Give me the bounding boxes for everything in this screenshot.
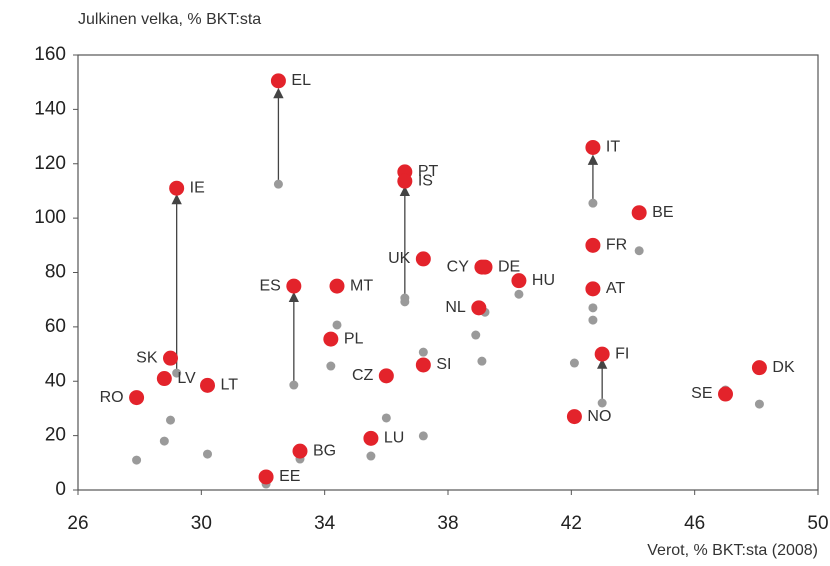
gray-point <box>569 358 579 368</box>
red-point <box>631 205 647 221</box>
x-tick-label: 38 <box>437 513 458 534</box>
red-point <box>200 377 215 393</box>
red-point <box>415 357 431 373</box>
y-tick-label: 20 <box>45 425 66 446</box>
red-point <box>292 443 308 459</box>
point-label: EL <box>291 72 311 89</box>
red-point <box>585 139 601 155</box>
y-tick-label: 160 <box>34 44 66 65</box>
x-tick-label: 30 <box>191 513 212 534</box>
red-point <box>363 430 379 446</box>
gray-point <box>381 413 391 423</box>
gray-point <box>588 315 598 325</box>
red-point <box>329 278 345 294</box>
point-label: UK <box>388 250 411 267</box>
red-point <box>397 173 413 189</box>
point-label: RO <box>100 389 124 406</box>
point-label: FR <box>606 237 627 254</box>
gray-point <box>332 320 342 330</box>
gray-point <box>477 356 487 366</box>
point-label: MT <box>350 277 373 294</box>
red-point <box>286 278 302 294</box>
red-point <box>169 180 185 196</box>
red-point <box>415 251 431 267</box>
red-point <box>323 331 339 347</box>
red-point <box>594 346 610 362</box>
point-label: LT <box>221 377 239 394</box>
point-label: HU <box>532 272 555 289</box>
gray-point <box>471 330 481 340</box>
point-label: CY <box>447 258 470 275</box>
x-tick-label: 42 <box>561 513 582 534</box>
point-label: FI <box>615 345 629 362</box>
point-label: SI <box>436 356 451 373</box>
gray-point <box>514 289 524 299</box>
gray-point <box>418 347 428 357</box>
gray-point <box>273 179 283 189</box>
y-axis-title: Julkinen velka, % BKT:sta <box>78 11 261 28</box>
gray-point <box>203 449 212 459</box>
point-label: DK <box>772 359 795 376</box>
red-point <box>585 237 601 253</box>
gray-point <box>597 398 607 408</box>
point-label: ES <box>259 277 280 294</box>
gray-point <box>159 436 169 446</box>
x-tick-label: 46 <box>684 513 705 534</box>
gray-point <box>400 297 410 307</box>
x-tick-label: 34 <box>314 513 336 534</box>
point-label: PT <box>418 163 439 180</box>
gray-point <box>634 246 644 256</box>
gray-point <box>132 455 142 465</box>
y-tick-label: 0 <box>55 479 66 500</box>
red-point <box>129 390 145 406</box>
point-label: IT <box>606 139 620 156</box>
red-point <box>471 300 487 316</box>
red-point <box>718 386 733 402</box>
gray-point <box>754 399 764 409</box>
red-point <box>566 409 582 425</box>
red-point <box>378 368 394 384</box>
y-tick-label: 80 <box>45 262 66 283</box>
y-tick-label: 60 <box>45 316 66 337</box>
point-label: AT <box>606 280 625 297</box>
red-point <box>258 469 274 485</box>
point-label: NL <box>445 299 466 316</box>
y-tick-label: 100 <box>34 207 66 228</box>
point-label: LU <box>384 430 404 447</box>
red-point <box>585 281 601 297</box>
gray-point <box>588 303 598 313</box>
x-tick-label: 50 <box>807 513 828 534</box>
point-label: IE <box>190 179 205 196</box>
red-point <box>270 73 286 89</box>
red-point <box>751 360 767 376</box>
point-label: NO <box>587 408 611 425</box>
point-label: PL <box>344 330 364 347</box>
y-tick-label: 40 <box>45 370 66 391</box>
point-label: DE <box>498 258 520 275</box>
red-point <box>163 350 178 366</box>
point-label: SE <box>691 385 712 402</box>
red-point <box>156 371 172 387</box>
point-label: LV <box>177 370 196 387</box>
y-tick-label: 140 <box>34 98 66 119</box>
point-label: BE <box>652 204 673 221</box>
point-label: IS <box>418 172 433 189</box>
gray-point <box>326 361 336 371</box>
point-label: CZ <box>352 367 374 384</box>
red-point <box>477 259 493 275</box>
gray-point <box>166 415 175 425</box>
gray-point <box>289 380 299 390</box>
point-label: BG <box>313 442 336 459</box>
gray-point <box>172 368 182 378</box>
point-label: EE <box>279 468 300 485</box>
gray-point <box>588 198 598 208</box>
gray-point <box>418 431 428 441</box>
gray-point <box>366 451 376 461</box>
y-tick-label: 120 <box>34 153 66 174</box>
x-axis-title: Verot, % BKT:sta (2008) <box>647 542 818 559</box>
point-label: SK <box>136 349 158 366</box>
red-point <box>511 273 527 289</box>
x-tick-label: 26 <box>67 513 88 534</box>
